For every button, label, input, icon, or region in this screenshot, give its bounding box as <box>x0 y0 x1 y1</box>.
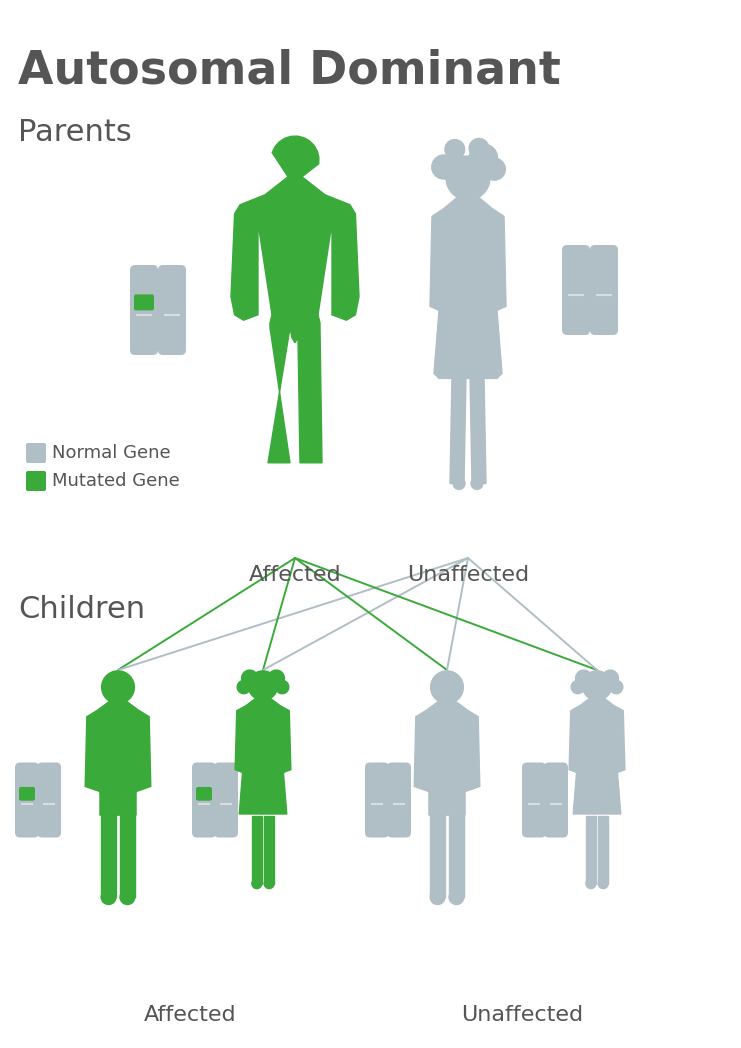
FancyBboxPatch shape <box>19 787 35 801</box>
FancyBboxPatch shape <box>26 443 46 463</box>
Text: Affected: Affected <box>249 565 342 585</box>
Polygon shape <box>450 375 466 483</box>
Polygon shape <box>414 699 480 815</box>
Text: Children: Children <box>18 595 145 624</box>
Polygon shape <box>432 155 456 179</box>
Circle shape <box>431 890 445 904</box>
Polygon shape <box>586 815 596 883</box>
Text: Mutated Gene: Mutated Gene <box>52 472 180 490</box>
Polygon shape <box>484 158 505 180</box>
FancyBboxPatch shape <box>365 763 389 837</box>
Polygon shape <box>431 815 445 897</box>
Polygon shape <box>470 375 486 483</box>
Circle shape <box>598 879 608 889</box>
Polygon shape <box>571 680 585 694</box>
Polygon shape <box>431 671 463 703</box>
Polygon shape <box>582 671 612 700</box>
Text: Parents: Parents <box>18 118 132 147</box>
FancyBboxPatch shape <box>130 265 158 355</box>
Text: Affected: Affected <box>144 1005 236 1025</box>
Polygon shape <box>598 815 608 883</box>
Polygon shape <box>237 680 250 694</box>
Polygon shape <box>610 680 623 694</box>
Circle shape <box>102 890 116 904</box>
Polygon shape <box>85 699 151 815</box>
Polygon shape <box>235 696 291 814</box>
Circle shape <box>449 890 464 904</box>
FancyBboxPatch shape <box>134 294 154 310</box>
FancyBboxPatch shape <box>26 471 46 492</box>
FancyBboxPatch shape <box>544 763 568 837</box>
Polygon shape <box>268 670 285 686</box>
Polygon shape <box>248 671 278 700</box>
FancyBboxPatch shape <box>192 763 216 837</box>
FancyBboxPatch shape <box>196 787 212 801</box>
Polygon shape <box>469 138 489 158</box>
Polygon shape <box>430 194 506 378</box>
Polygon shape <box>102 815 116 897</box>
Circle shape <box>586 879 596 889</box>
Circle shape <box>453 478 465 489</box>
Circle shape <box>120 890 135 904</box>
Polygon shape <box>120 815 135 897</box>
Polygon shape <box>265 815 274 883</box>
FancyBboxPatch shape <box>562 245 590 335</box>
FancyBboxPatch shape <box>590 245 618 335</box>
Text: Autosomal Dominant: Autosomal Dominant <box>18 48 561 93</box>
Polygon shape <box>569 696 625 814</box>
Circle shape <box>471 478 483 489</box>
FancyBboxPatch shape <box>214 763 238 837</box>
Polygon shape <box>102 671 134 703</box>
FancyBboxPatch shape <box>387 763 411 837</box>
Polygon shape <box>469 144 498 173</box>
FancyBboxPatch shape <box>522 763 546 837</box>
Polygon shape <box>445 139 465 159</box>
Polygon shape <box>576 670 592 686</box>
FancyBboxPatch shape <box>158 265 186 355</box>
Circle shape <box>252 879 262 889</box>
Text: Normal Gene: Normal Gene <box>52 444 170 462</box>
Polygon shape <box>231 136 359 463</box>
Polygon shape <box>446 156 490 200</box>
FancyBboxPatch shape <box>15 763 39 837</box>
Polygon shape <box>449 815 464 897</box>
Polygon shape <box>602 670 619 686</box>
Text: Unaffected: Unaffected <box>461 1005 583 1025</box>
Polygon shape <box>252 815 262 883</box>
Circle shape <box>265 879 274 889</box>
Polygon shape <box>276 680 289 694</box>
Polygon shape <box>242 670 258 686</box>
Text: Unaffected: Unaffected <box>407 565 529 585</box>
FancyBboxPatch shape <box>37 763 61 837</box>
